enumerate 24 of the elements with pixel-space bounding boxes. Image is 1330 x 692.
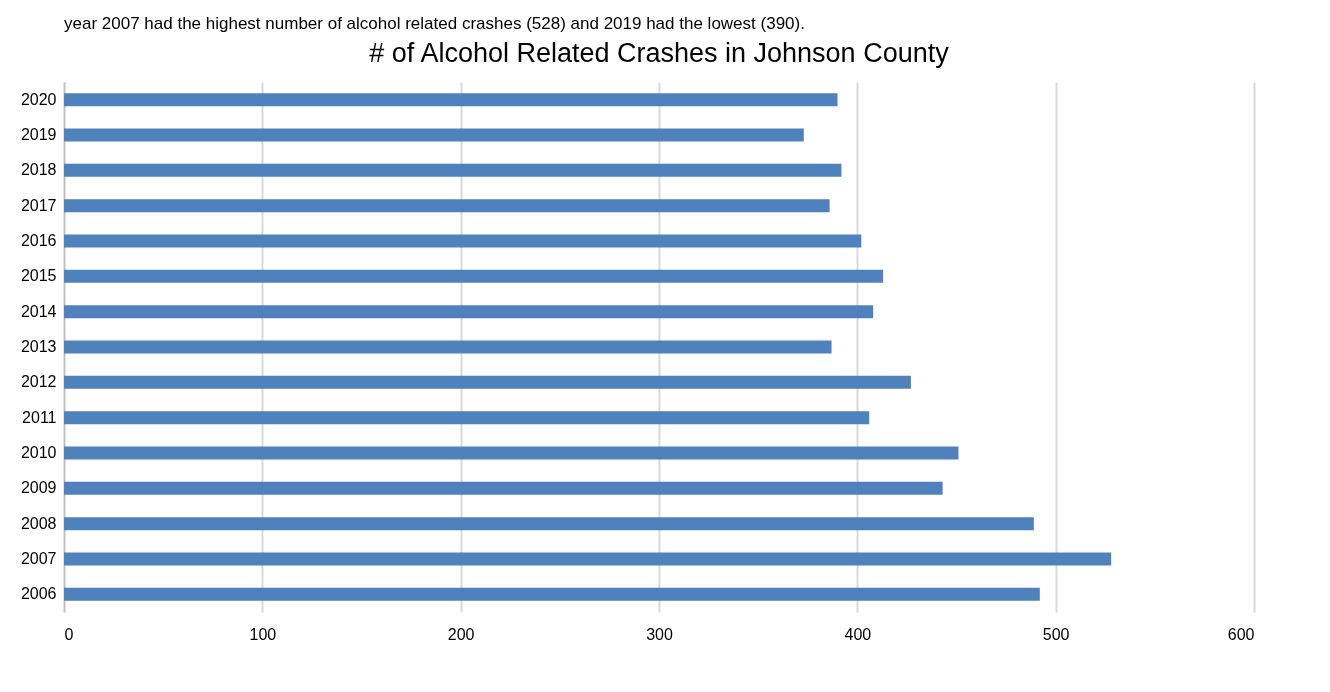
- y-tick-label: 2010: [20, 444, 57, 461]
- x-tick-label: 100: [249, 625, 277, 643]
- y-tick-label: 2014: [20, 302, 57, 320]
- y-tick-label: 2013: [20, 338, 57, 355]
- y-tick-label: 2017: [20, 196, 57, 214]
- x-tick-label: 200: [447, 625, 475, 643]
- y-tick-label: 2016: [20, 232, 57, 249]
- x-tick-label: 0: [64, 625, 74, 643]
- x-tick-label: 500: [1042, 625, 1070, 643]
- y-tick-label: 2019: [20, 126, 57, 143]
- y-tick-label: 2011: [22, 408, 57, 426]
- y-tick-label: 2008: [20, 514, 57, 532]
- y-tick-label: 2018: [20, 161, 57, 179]
- x-tick-label: 600: [1227, 625, 1255, 643]
- chart-title: # of Alcohol Related Crashes in Johnson County: [369, 38, 950, 68]
- y-tick-label: 2007: [20, 550, 57, 567]
- x-tick-label: 400: [844, 625, 872, 643]
- x-tick-label: 300: [646, 625, 673, 643]
- y-tick-label: 2012: [20, 373, 57, 391]
- y-tick-label: 2009: [20, 479, 57, 497]
- text: year 2007 had the highest number of alcohol related crashes (528) and 2019 had the lowest (390).: [64, 14, 805, 33]
- y-tick-label: 2020: [20, 90, 57, 108]
- y-tick-label: 2015: [20, 267, 57, 285]
- y-tick-label: 2006: [20, 585, 57, 603]
